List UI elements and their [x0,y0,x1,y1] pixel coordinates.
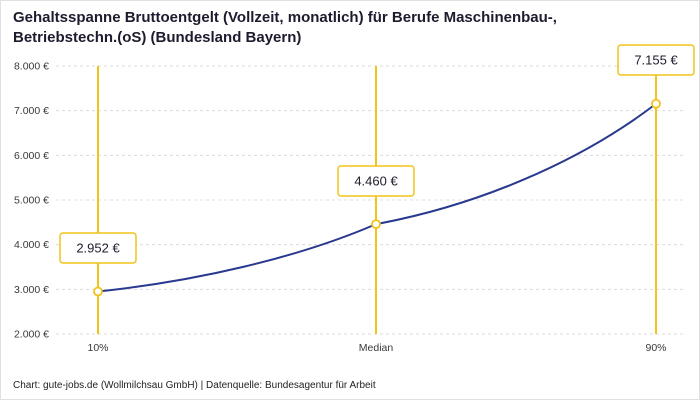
data-point-marker [371,219,381,230]
data-point-marker [651,98,661,109]
x-axis-tick-label: Median [359,342,394,354]
value-callout-label: 2.952 € [76,241,120,256]
chart-footer: Chart: gute-jobs.de (Wollmilchsau GmbH) … [13,380,376,391]
y-axis-tick-label: 4.000 € [14,239,49,251]
y-axis-tick-label: 3.000 € [14,284,49,296]
value-callout-box [617,44,695,76]
y-axis-tick-label: 6.000 € [14,150,49,162]
value-callout-label: 7.155 € [634,53,678,68]
y-axis-tick-label: 2.000 € [14,329,49,341]
y-axis-tick-label: 5.000 € [14,195,49,207]
value-callout-box [337,165,415,197]
y-axis-tick-label: 8.000 € [14,61,49,73]
chart-title: Gehaltsspanne Bruttoentgelt (Vollzeit, m… [13,9,557,47]
data-point-marker [93,286,103,297]
x-axis-tick-label: 90% [645,342,666,354]
y-axis-tick-label: 7.000 € [14,105,49,117]
value-callout-label: 4.460 € [354,174,398,189]
x-axis-tick-label: 10% [87,342,108,354]
value-callout-box [59,232,137,264]
